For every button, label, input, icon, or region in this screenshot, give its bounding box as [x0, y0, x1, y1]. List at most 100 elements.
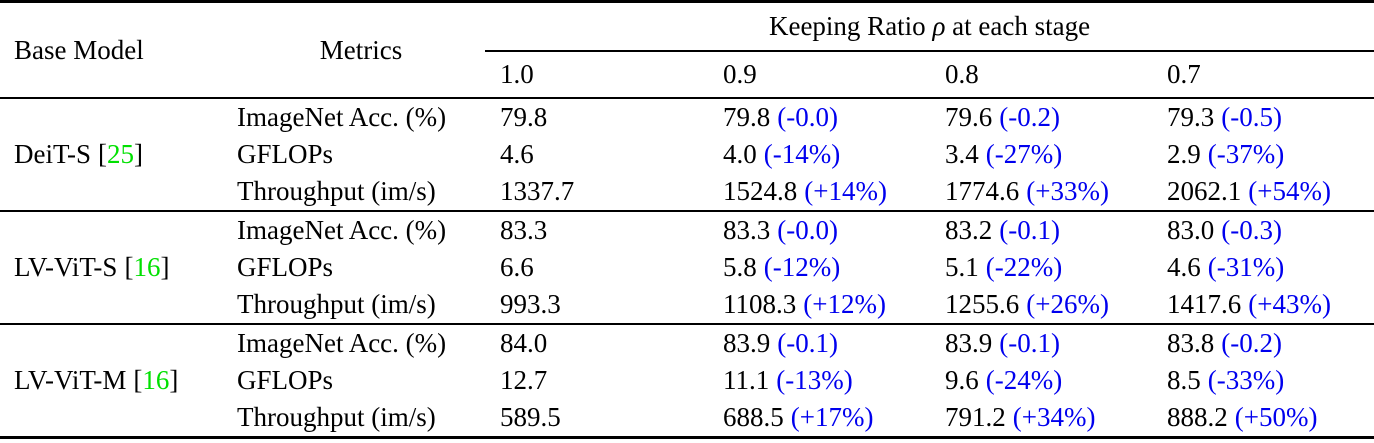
value-cell: 1524.8 (+14%) [708, 173, 930, 211]
value-cell: 1774.6 (+33%) [930, 173, 1152, 211]
delta: (-0.2) [1221, 328, 1282, 358]
value-cell: 79.6 (-0.2) [930, 98, 1152, 136]
value: 688.5 [723, 402, 784, 432]
metric-label: GFLOPs [237, 139, 334, 169]
metric-label: ImageNet Acc. (%) [237, 328, 447, 358]
value-cell: 993.3 [485, 286, 708, 324]
ratio-header-1: 1.0 [500, 59, 534, 89]
value-cell: 83.3 (-0.0) [708, 211, 930, 249]
metric-label: Throughput (im/s) [237, 289, 436, 319]
delta: (+54%) [1248, 176, 1331, 206]
delta: (-33%) [1207, 365, 1285, 395]
delta: (-24%) [985, 365, 1063, 395]
bracket-open: [ [98, 139, 108, 169]
value-cell: 6.6 [485, 249, 708, 286]
value-cell: 79.8 (-0.0) [708, 98, 930, 136]
metric-label: GFLOPs [237, 252, 334, 282]
value: 589.5 [500, 402, 561, 432]
value-cell: 2.9 (-37%) [1152, 136, 1374, 173]
model-name-cell: LV-ViT-S [16] [0, 211, 237, 324]
value: 1255.6 [945, 289, 1020, 319]
value: 3.4 [945, 139, 979, 169]
delta: (-0.1) [777, 328, 838, 358]
model-name: LV-ViT-M [14, 365, 127, 395]
value: 1774.6 [945, 176, 1020, 206]
value-cell: 83.3 [485, 211, 708, 249]
value-cell: 1417.6 (+43%) [1152, 286, 1374, 324]
rho-symbol: ρ [932, 11, 946, 41]
delta: (+26%) [1026, 289, 1109, 319]
metric-label: ImageNet Acc. (%) [237, 102, 447, 132]
table-row: GFLOPs 4.6 4.0 (-14%) 3.4 (-27%) 2.9 (-37%) [0, 136, 1374, 173]
delta: (-0.1) [999, 328, 1060, 358]
value: 79.8 [723, 102, 771, 132]
table-row: Throughput (im/s) 1337.7 1524.8 (+14%) 17… [0, 173, 1374, 211]
value: 2.9 [1167, 139, 1201, 169]
citation: [25] [98, 139, 143, 169]
value: 12.7 [500, 365, 548, 395]
table-row: LV-ViT-S [16] ImageNet Acc. (%) 83.3 83.3… [0, 211, 1374, 282]
delta: (-12%) [763, 252, 841, 282]
value-cell: 5.8 (-12%) [708, 249, 930, 286]
value-cell: 83.0 (-0.3) [1152, 211, 1374, 249]
value-cell: 83.2 (-0.1) [930, 211, 1152, 249]
bracket-close: ] [169, 365, 179, 395]
value: 1524.8 [723, 176, 798, 206]
value-cell: 1255.6 (+26%) [930, 286, 1152, 324]
table-row: GFLOPs 12.7 11.1 (-13%) 9.6 (-24%) 8.5 (-33… [0, 362, 1374, 399]
table-row: GFLOPs 6.6 5.8 (-12%) 5.1 (-22%) 4.6 (-31%) [0, 249, 1374, 286]
value-cell: 791.2 (+34%) [930, 399, 1152, 438]
delta: (-0.5) [1221, 102, 1282, 132]
value: 4.0 [723, 139, 757, 169]
value: 79.6 [945, 102, 993, 132]
header-metrics: Metrics [319, 34, 403, 65]
value: 888.2 [1167, 402, 1228, 432]
value-cell: 1108.3 (+12%) [708, 286, 930, 324]
value-cell: 79.8 [485, 98, 708, 136]
bracket-close: ] [160, 252, 170, 282]
value-cell: 83.9 (-0.1) [708, 324, 930, 362]
citation-number: 16 [142, 365, 170, 395]
delta: (+12%) [803, 289, 886, 319]
bracket-close: ] [134, 139, 144, 169]
metric-label: GFLOPs [237, 365, 334, 395]
value-cell: 4.0 (-14%) [708, 136, 930, 173]
delta: (-0.0) [777, 102, 838, 132]
value: 2062.1 [1167, 176, 1242, 206]
value: 993.3 [500, 289, 561, 319]
delta: (-31%) [1207, 252, 1285, 282]
value-cell: 84.0 [485, 324, 708, 362]
delta: (+50%) [1234, 402, 1318, 432]
bracket-open: [ [133, 365, 143, 395]
citation: [16] [133, 365, 178, 395]
ratio-header-4: 0.7 [1167, 59, 1201, 89]
delta: (-0.0) [777, 215, 838, 245]
value: 8.5 [1167, 365, 1201, 395]
value: 5.1 [945, 252, 979, 282]
value: 4.6 [500, 139, 534, 169]
value-cell: 83.9 (-0.1) [930, 324, 1152, 362]
value: 1417.6 [1167, 289, 1242, 319]
delta: (-0.3) [1221, 215, 1282, 245]
model-name-cell: LV-ViT-M [16] [0, 324, 237, 438]
value-cell: 888.2 (+50%) [1152, 399, 1374, 438]
value-cell: 11.1 (-13%) [708, 362, 930, 399]
value: 9.6 [945, 365, 979, 395]
delta: (-27%) [985, 139, 1063, 169]
value-cell: 589.5 [485, 399, 708, 438]
citation-number: 16 [133, 252, 161, 282]
model-name: LV-ViT-S [14, 252, 118, 282]
value: 79.8 [500, 102, 548, 132]
ratio-header-3: 0.8 [945, 59, 979, 89]
value: 1337.7 [500, 176, 575, 206]
value: 83.3 [723, 215, 771, 245]
table-row: DeiT-S [25] ImageNet Acc. (%) 79.8 79.8 (-… [0, 98, 1374, 169]
value-cell: 8.5 (-33%) [1152, 362, 1374, 399]
delta: (+43%) [1248, 289, 1331, 319]
value: 83.9 [945, 328, 993, 358]
delta: (-0.2) [999, 102, 1060, 132]
value-cell: 3.4 (-27%) [930, 136, 1152, 173]
delta: (+34%) [1012, 402, 1096, 432]
table-row: LV-ViT-M [16] ImageNet Acc. (%) 84.0 83.9… [0, 324, 1374, 395]
